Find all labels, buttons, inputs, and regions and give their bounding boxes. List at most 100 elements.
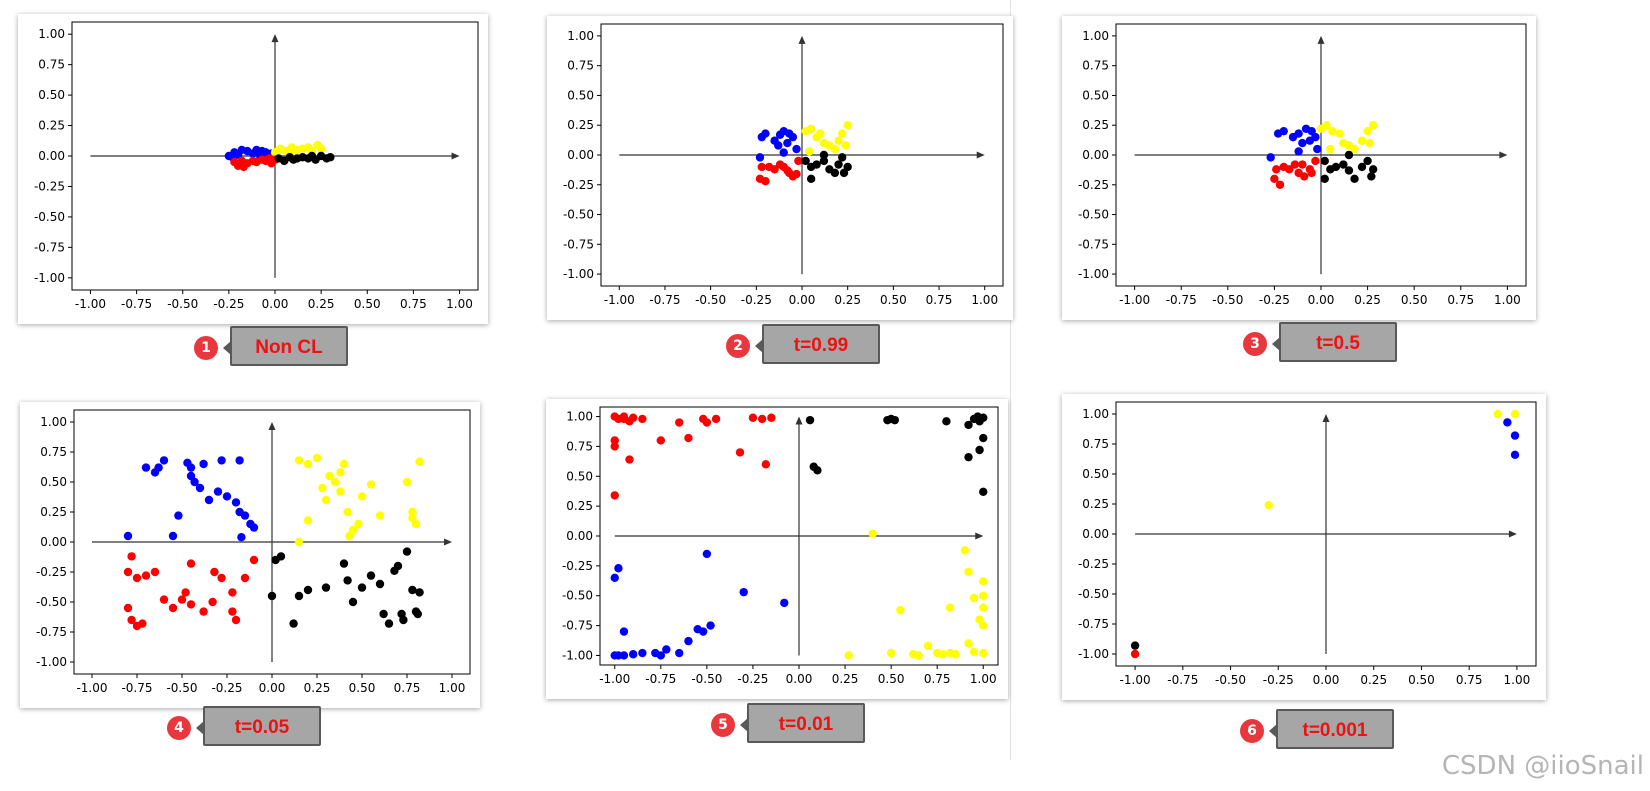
data-point xyxy=(375,579,385,589)
data-point xyxy=(228,588,237,597)
data-point xyxy=(735,448,745,457)
y-tick-label: -0.50 xyxy=(562,589,593,603)
y-tick-label: 0.75 xyxy=(567,59,594,73)
y-tick-label: -0.75 xyxy=(563,237,594,251)
data-point xyxy=(141,571,151,580)
data-point xyxy=(231,498,241,507)
data-point xyxy=(1294,129,1303,138)
data-point xyxy=(186,559,196,568)
data-point xyxy=(274,145,283,155)
data-point xyxy=(1270,174,1279,184)
data-point xyxy=(330,477,340,487)
x-tick-label: 0.50 xyxy=(880,293,907,307)
y-axis-arrowhead xyxy=(1322,414,1330,422)
data-point xyxy=(399,615,408,625)
data-point xyxy=(276,552,286,561)
y-tick-label: -0.75 xyxy=(562,619,593,633)
data-point xyxy=(249,523,259,532)
data-point xyxy=(656,436,666,445)
data-point xyxy=(1350,144,1359,154)
data-point xyxy=(190,477,199,487)
data-point xyxy=(619,627,629,636)
data-point xyxy=(303,459,313,469)
data-point xyxy=(408,513,417,523)
x-tick-label: -0.25 xyxy=(737,672,768,686)
data-point xyxy=(975,414,984,424)
x-tick-label: 0.75 xyxy=(924,672,951,686)
data-point xyxy=(1285,165,1294,174)
data-point xyxy=(321,583,331,592)
caption-badge: 3 xyxy=(1243,332,1267,356)
data-point xyxy=(1363,156,1372,166)
data-point xyxy=(408,585,417,595)
data-point xyxy=(805,147,814,156)
data-point xyxy=(969,647,979,657)
data-point xyxy=(975,445,984,455)
data-point xyxy=(1510,409,1520,419)
data-point xyxy=(168,531,178,541)
x-tick-label: 0.75 xyxy=(1456,673,1483,687)
x-tick-label: -0.75 xyxy=(1166,293,1197,307)
data-point xyxy=(610,573,619,583)
data-point xyxy=(883,415,892,425)
data-point xyxy=(614,564,623,573)
data-point xyxy=(217,456,226,465)
x-tick-label: 0.75 xyxy=(400,297,427,311)
data-point xyxy=(289,619,298,628)
x-tick-label: 1.00 xyxy=(1504,673,1531,687)
x-tick-label: 0.25 xyxy=(1360,673,1387,687)
data-point xyxy=(154,463,163,472)
data-point xyxy=(779,148,788,157)
data-point xyxy=(942,417,951,426)
data-point xyxy=(698,627,708,636)
y-tick-label: -0.75 xyxy=(1078,617,1109,631)
y-axis-arrowhead xyxy=(271,34,279,43)
data-point xyxy=(1367,172,1376,181)
data-point xyxy=(886,648,896,658)
data-point xyxy=(979,591,988,600)
data-point xyxy=(1344,150,1354,160)
data-point xyxy=(638,648,647,658)
data-point xyxy=(838,129,847,138)
caption-label: t=0.01 xyxy=(740,703,865,743)
scatter-plot: -1.00 -0.75 -0.50 -0.25 0.00 0.25 0.50 0.75 1.00… xyxy=(1078,401,1537,687)
x-tick-label: 0.75 xyxy=(394,681,421,695)
data-point xyxy=(415,457,424,466)
y-tick-label: 0.25 xyxy=(1082,118,1109,132)
data-point xyxy=(979,648,988,658)
data-point xyxy=(1320,156,1329,166)
data-point xyxy=(240,511,250,520)
x-tick-label: 1.00 xyxy=(446,297,473,311)
data-point xyxy=(357,492,367,501)
data-point xyxy=(336,487,345,496)
y-tick-label: 1.00 xyxy=(38,27,65,41)
data-point xyxy=(1339,160,1348,169)
data-point xyxy=(684,433,693,443)
data-point xyxy=(610,491,619,500)
y-tick-label: 0.00 xyxy=(567,148,594,162)
data-point xyxy=(748,413,758,422)
y-axis-arrowhead xyxy=(795,416,803,425)
x-tick-label: 0.00 xyxy=(1313,673,1340,687)
scatter-panel-t-0-5: -1.00 -0.75 -0.50 -0.25 0.00 0.25 0.50 0.75 1.00… xyxy=(1062,16,1536,320)
y-tick-label: -0.75 xyxy=(1078,237,1109,251)
data-point xyxy=(132,621,142,631)
data-point xyxy=(222,492,232,501)
x-tick-label: -0.25 xyxy=(1263,673,1294,687)
data-point xyxy=(843,121,852,130)
data-point xyxy=(249,555,259,565)
x-tick-label: -0.75 xyxy=(1167,673,1198,687)
data-point xyxy=(267,159,276,168)
data-point xyxy=(960,546,970,555)
y-tick-label: 0.00 xyxy=(1082,527,1109,541)
data-point xyxy=(964,639,973,648)
data-point xyxy=(806,174,816,184)
caption-badge: 1 xyxy=(194,336,218,360)
data-point xyxy=(267,591,277,601)
data-point xyxy=(1344,166,1354,175)
data-point xyxy=(339,459,349,469)
data-point xyxy=(1510,450,1520,459)
x-tick-label: -0.50 xyxy=(1212,293,1243,307)
caption-label: t=0.05 xyxy=(196,706,321,746)
x-tick-label: -1.00 xyxy=(604,293,635,307)
